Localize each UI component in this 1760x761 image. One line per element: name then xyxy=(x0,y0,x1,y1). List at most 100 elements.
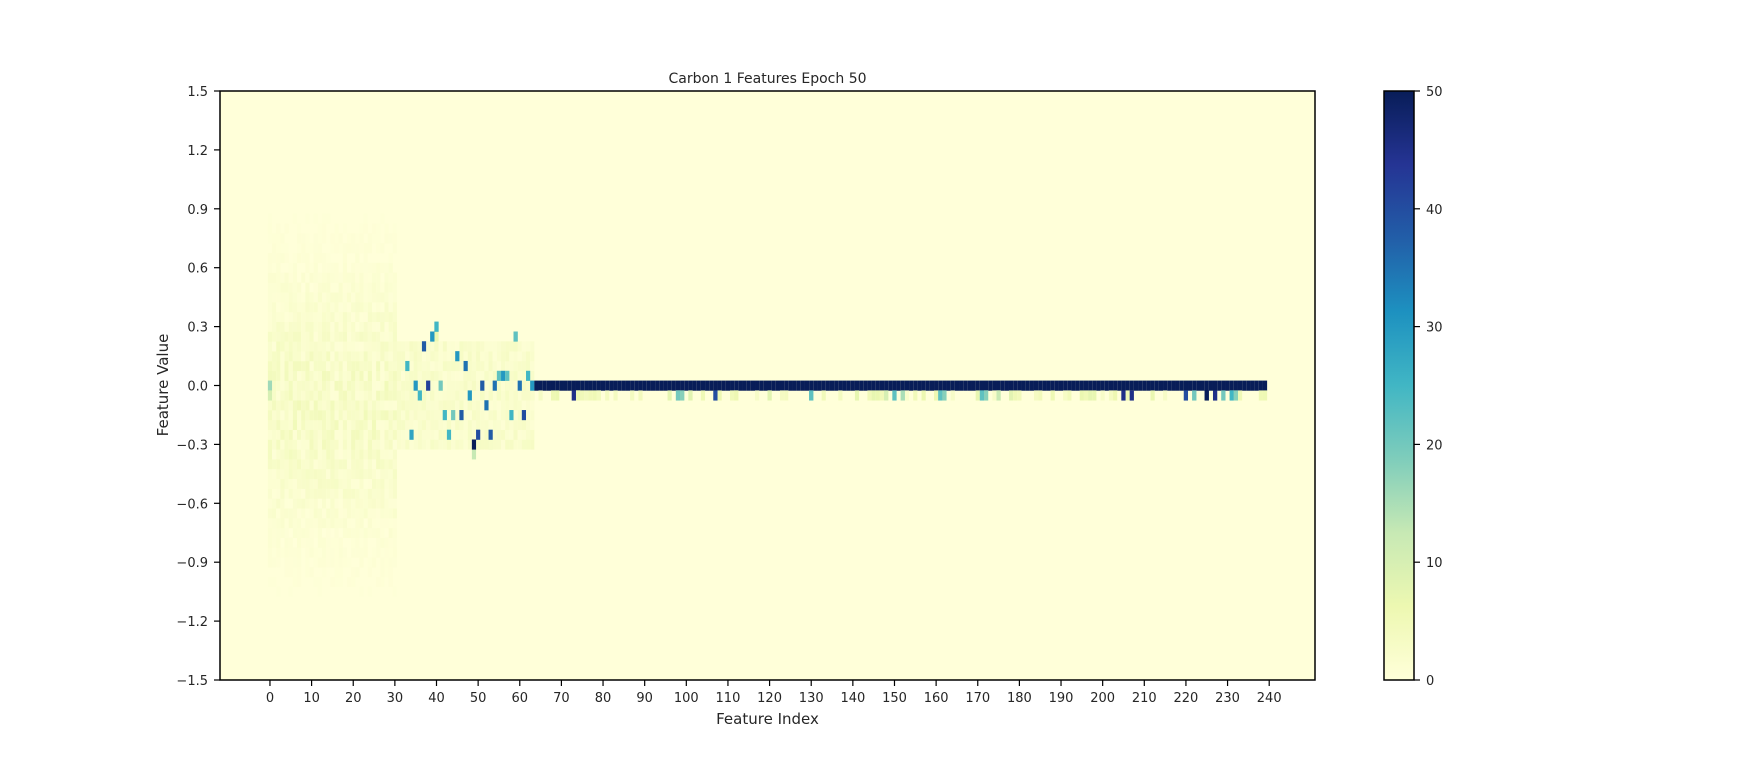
heatmap-cell xyxy=(334,390,339,401)
heatmap-cell xyxy=(297,390,302,401)
heatmap-cell xyxy=(305,292,310,303)
heatmap-band-cell xyxy=(979,390,984,401)
heatmap-cell xyxy=(488,410,493,421)
heatmap-cell xyxy=(359,380,364,391)
heatmap-cell xyxy=(284,419,289,430)
heatmap-cell xyxy=(301,351,306,362)
heatmap-cell xyxy=(417,429,422,440)
heatmap-cell xyxy=(471,400,477,411)
heatmap-band-cell xyxy=(1217,380,1222,391)
heatmap-cell xyxy=(459,419,464,430)
heatmap-band-cell xyxy=(1225,380,1230,391)
heatmap-cell xyxy=(330,262,335,273)
heatmap-cell xyxy=(272,341,277,352)
heatmap-cell xyxy=(297,223,302,234)
heatmap-cell xyxy=(272,243,277,254)
heatmap-band-cell xyxy=(538,380,543,391)
heatmap-cell xyxy=(376,370,381,381)
heatmap-cell xyxy=(288,498,293,509)
heatmap-cell xyxy=(434,400,439,411)
heatmap-cell xyxy=(509,390,514,401)
heatmap-cell xyxy=(526,439,531,450)
heatmap-cell xyxy=(280,292,285,303)
heatmap-cell xyxy=(334,233,339,244)
heatmap-cell xyxy=(305,410,310,421)
heatmap-cell xyxy=(297,321,302,332)
heatmap-cell xyxy=(417,410,422,421)
heatmap-cell xyxy=(492,390,497,401)
heatmap-cell xyxy=(326,360,331,372)
heatmap-cell xyxy=(305,547,310,558)
heatmap-band-cell xyxy=(1121,390,1126,401)
heatmap-cell xyxy=(426,390,431,401)
heatmap-cell xyxy=(272,429,277,440)
heatmap-cell xyxy=(376,488,381,499)
heatmap-cell xyxy=(322,498,327,509)
heatmap-cell xyxy=(446,410,452,421)
heatmap-cell xyxy=(276,527,281,538)
heatmap-cell xyxy=(355,410,360,421)
heatmap-cell xyxy=(351,429,356,440)
heatmap-cell xyxy=(276,410,281,421)
heatmap-cell xyxy=(267,380,273,391)
heatmap-cell xyxy=(284,410,289,421)
heatmap-cell xyxy=(513,400,518,411)
heatmap-cell xyxy=(367,341,372,352)
heatmap-band-cell xyxy=(959,380,964,391)
heatmap-cell xyxy=(276,223,281,234)
heatmap-cell xyxy=(367,380,372,391)
heatmap-cell xyxy=(430,439,435,450)
heatmap-cell xyxy=(513,429,518,440)
heatmap-cell xyxy=(363,311,368,322)
heatmap-cell xyxy=(388,576,393,588)
heatmap-cell xyxy=(280,252,285,264)
heatmap-band-cell xyxy=(588,390,593,401)
heatmap-cell xyxy=(446,419,452,430)
heatmap-band-cell xyxy=(1208,380,1213,391)
heatmap-cell xyxy=(284,547,289,558)
heatmap-cell xyxy=(305,243,310,254)
heatmap-cell xyxy=(342,410,347,421)
heatmap-cell xyxy=(505,351,510,362)
heatmap-band-cell xyxy=(996,380,1001,391)
heatmap-cell xyxy=(371,459,377,470)
heatmap-cell xyxy=(471,351,477,362)
heatmap-cell xyxy=(342,449,347,460)
heatmap-cell xyxy=(330,360,335,372)
heatmap-band-cell xyxy=(809,380,814,391)
heatmap-band-cell xyxy=(971,380,976,391)
heatmap-cell xyxy=(338,360,343,372)
heatmap-cell xyxy=(280,478,285,489)
heatmap-cell xyxy=(476,360,481,372)
x-tick-label: 0 xyxy=(266,691,274,706)
heatmap-cell xyxy=(280,547,285,558)
heatmap-cell xyxy=(272,233,277,244)
heatmap-cell xyxy=(284,331,289,342)
heatmap-cell xyxy=(517,439,522,450)
heatmap-cell xyxy=(380,498,385,509)
heatmap-cell xyxy=(530,410,535,421)
heatmap-cell xyxy=(272,468,277,480)
heatmap-cell xyxy=(421,341,427,352)
heatmap-cell xyxy=(284,252,289,264)
heatmap-cell xyxy=(317,508,322,519)
heatmap-cell xyxy=(313,390,318,401)
heatmap-cell xyxy=(426,439,431,450)
colorbar-frame xyxy=(1383,90,1415,681)
heatmap-cell xyxy=(438,360,443,372)
heatmap-cell xyxy=(342,243,347,254)
heatmap-cell xyxy=(367,360,372,372)
heatmap-cell xyxy=(276,390,281,401)
heatmap-cell xyxy=(401,341,406,352)
heatmap-band-cell xyxy=(1237,390,1243,401)
heatmap-cell xyxy=(280,351,285,362)
heatmap-band-cell xyxy=(867,380,872,391)
heatmap-cell xyxy=(267,351,273,362)
heatmap-cell xyxy=(376,410,381,421)
heatmap-cell xyxy=(346,370,352,381)
colorbar-tick-label: 0 xyxy=(1426,674,1434,689)
heatmap-cell xyxy=(388,252,393,264)
heatmap-cell xyxy=(338,567,343,578)
heatmap-cell xyxy=(351,282,356,293)
heatmap-cell xyxy=(317,311,322,322)
